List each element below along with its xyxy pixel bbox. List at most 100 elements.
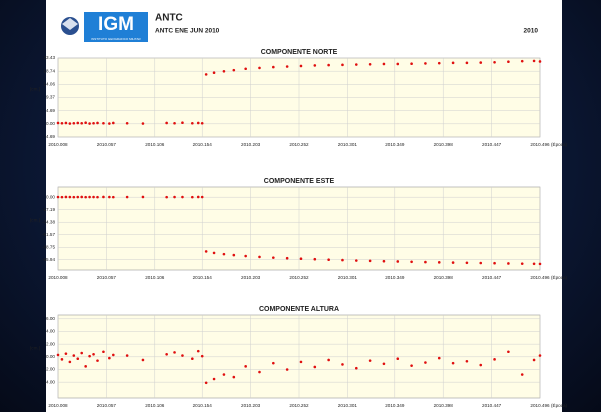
x-tick-label: 2010.008: [48, 142, 68, 147]
data-point: [196, 349, 200, 353]
data-point: [244, 67, 247, 71]
x-tick-label: 2010.301: [338, 275, 358, 280]
data-point: [68, 195, 72, 199]
data-point: [212, 71, 216, 74]
data-point: [196, 121, 200, 125]
data-point: [258, 66, 261, 70]
data-point: [64, 121, 68, 125]
data-point: [465, 61, 469, 65]
data-point: [354, 63, 358, 66]
data-point: [80, 195, 84, 199]
data-point: [60, 195, 64, 199]
data-point: [493, 60, 496, 64]
data-point: [507, 262, 510, 265]
data-point: [173, 351, 176, 354]
data-point: [108, 122, 111, 125]
data-point: [204, 73, 208, 76]
x-tick-label: 2010.349: [385, 142, 405, 147]
data-point: [493, 358, 496, 361]
data-point: [84, 121, 87, 125]
x-axis-label: (Época): [551, 141, 568, 147]
y-tick-label: 4.69: [46, 108, 55, 113]
data-point: [410, 260, 413, 264]
data-point: [382, 62, 386, 66]
y-axis-label: (cm.): [30, 218, 41, 223]
x-tick-label: 2010.398: [434, 403, 454, 408]
y-tick-label: -4.00: [45, 379, 56, 384]
data-point: [181, 195, 184, 199]
header-subtitle: ANTC ENE JUN 2010: [155, 28, 220, 35]
x-tick-label: 2010.008: [48, 403, 68, 408]
data-point: [424, 361, 427, 364]
logo-text: IGM: [98, 14, 134, 35]
y-tick-label: -68.75: [42, 244, 55, 249]
data-point: [532, 262, 536, 266]
data-point: [108, 356, 111, 360]
x-tick-label: 2010.398: [434, 142, 454, 147]
data-point: [532, 59, 536, 63]
data-point: [191, 357, 194, 361]
data-point: [125, 354, 129, 357]
logo: IGM INSTITUTO GEOGRAFICO MILITAR: [61, 12, 148, 42]
data-point: [212, 251, 216, 255]
data-point: [437, 61, 441, 65]
data-point: [272, 65, 275, 69]
data-point: [80, 351, 84, 355]
data-point: [125, 121, 129, 125]
data-point: [451, 361, 455, 365]
data-point: [437, 356, 441, 360]
data-point: [479, 261, 483, 265]
data-point: [368, 62, 372, 66]
data-point: [204, 250, 208, 253]
data-point: [88, 354, 91, 358]
y-tick-label: 9.37: [46, 95, 55, 100]
data-point: [354, 259, 358, 262]
data-point: [465, 261, 469, 265]
logo-box: [84, 12, 148, 42]
x-axis-label: (Época): [551, 402, 568, 408]
data-point: [141, 195, 145, 199]
y-axis-label: (cm.): [30, 346, 41, 351]
chart-title: COMPONENTE ESTE: [264, 178, 335, 185]
data-point: [327, 63, 330, 67]
data-point: [72, 354, 76, 357]
y-tick-label: -85.94: [42, 257, 55, 262]
data-point: [368, 359, 372, 362]
data-point: [72, 121, 76, 125]
data-point: [382, 362, 386, 366]
x-tick-label: 2010.057: [97, 275, 117, 280]
data-point: [341, 258, 344, 262]
data-point: [108, 195, 111, 199]
data-point: [538, 60, 542, 63]
data-point: [538, 354, 542, 357]
data-point: [437, 261, 441, 264]
logo-caption: INSTITUTO GEOGRAFICO MILITAR: [91, 37, 141, 41]
data-point: [112, 121, 115, 125]
data-point: [200, 121, 204, 125]
x-tick-label: 2010.349: [385, 403, 405, 408]
data-point: [244, 254, 247, 258]
data-point: [200, 354, 204, 358]
x-tick-label: 2010.398: [434, 275, 454, 280]
x-tick-label: 2010.106: [145, 275, 165, 280]
x-axis-label: (Época): [551, 274, 568, 280]
x-tick-label: 2010.252: [289, 275, 309, 280]
data-point: [341, 63, 344, 67]
x-tick-label: 2010.349: [385, 275, 405, 280]
data-point: [232, 375, 236, 379]
x-tick-label: 2010.252: [289, 142, 309, 147]
data-point: [80, 121, 84, 125]
data-point: [173, 121, 176, 125]
data-point: [299, 257, 303, 261]
x-tick-label: 2010.106: [145, 403, 165, 408]
data-point: [88, 122, 91, 125]
data-point: [396, 260, 400, 263]
data-point: [173, 195, 176, 199]
y-tick-label: 23.43: [44, 55, 56, 60]
data-point: [84, 195, 87, 199]
data-point: [76, 195, 80, 199]
data-point: [92, 352, 95, 356]
x-tick-label: 2010.057: [97, 403, 117, 408]
